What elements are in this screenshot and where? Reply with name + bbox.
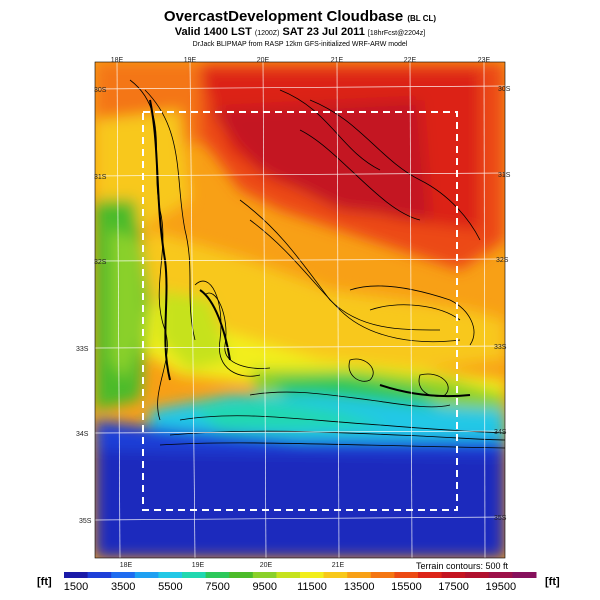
colorbar-swatch bbox=[488, 572, 513, 578]
colorbar-swatch bbox=[418, 572, 443, 578]
lat-label: 31S bbox=[94, 174, 107, 181]
lon-label: 18E bbox=[111, 57, 124, 64]
colorbar-swatch bbox=[229, 572, 254, 578]
lon-label: 21E bbox=[331, 57, 344, 64]
colorbar-swatch bbox=[512, 572, 537, 578]
colorbar-label: 9500 bbox=[253, 581, 277, 593]
lon-labels-bottom: 18E 19E 20E 21E bbox=[120, 562, 345, 569]
lat-label: 32S bbox=[94, 259, 107, 266]
model-credit: DrJack BLIPMAP from RASP 12km GFS-initia… bbox=[192, 41, 408, 48]
colorbar-swatch bbox=[158, 572, 183, 578]
colorbar-label: 11500 bbox=[297, 581, 327, 593]
colorbar-swatch bbox=[111, 572, 136, 578]
lon-label: 19E bbox=[192, 562, 205, 569]
colorbar-swatch bbox=[252, 572, 277, 578]
lat-label: 31S bbox=[498, 172, 511, 179]
colorbar-label: 15500 bbox=[391, 581, 422, 593]
terrain-contours bbox=[129, 79, 505, 449]
colorbar-swatch bbox=[394, 572, 419, 578]
lat-label: 34S bbox=[76, 431, 89, 438]
graticule bbox=[95, 62, 505, 558]
colorbar-label: 1500 bbox=[64, 581, 88, 593]
colorbar-unit-right: [ft] bbox=[545, 576, 560, 588]
lon-label: 22E bbox=[404, 57, 417, 64]
colorbar-swatch bbox=[205, 572, 230, 578]
colorbar-label: 5500 bbox=[158, 581, 182, 593]
lat-label: 30S bbox=[498, 86, 511, 93]
colorbar-label: 17500 bbox=[438, 581, 469, 593]
terrain-note: Terrain contours: 500 ft bbox=[416, 561, 509, 571]
lat-label: 30S bbox=[94, 87, 107, 94]
chart-title: OvercastDevelopment Cloudbase (BL CL) bbox=[0, 8, 600, 25]
lat-label: 32S bbox=[496, 257, 509, 264]
colorbar bbox=[64, 572, 537, 578]
colorbar-swatch bbox=[87, 572, 112, 578]
colorbar-swatch bbox=[64, 572, 89, 578]
lat-labels-left: 30S 31S 32S 33S 34S 35S bbox=[76, 87, 107, 525]
colorbar-swatch bbox=[323, 572, 348, 578]
colorbar-label: 19500 bbox=[486, 581, 517, 593]
valid-time: Valid 1400 LST (1200Z) SAT 23 Jul 2011 [… bbox=[0, 26, 600, 38]
colorbar-swatch bbox=[347, 572, 372, 578]
map-frame bbox=[94, 61, 506, 559]
inner-domain-box bbox=[142, 111, 458, 511]
colorbar-swatch bbox=[134, 572, 159, 578]
valid-date: SAT 23 Jul 2011 bbox=[282, 26, 365, 38]
colorbar-labels: 1500 3500 5500 7500 9500 11500 13500 15500 17500… bbox=[64, 581, 516, 593]
lon-label: 19E bbox=[184, 57, 197, 64]
colorbar-swatch bbox=[465, 572, 490, 578]
colorbar-label: 7500 bbox=[205, 581, 229, 593]
lon-label: 20E bbox=[260, 562, 273, 569]
lon-label: 21E bbox=[332, 562, 345, 569]
title-suffix: (BL CL) bbox=[407, 14, 437, 23]
lat-labels-right: 30S 31S 32S 33S 34S 35S bbox=[494, 86, 511, 522]
colorbar-swatch bbox=[276, 572, 301, 578]
colorbar-unit-left: [ft] bbox=[37, 576, 52, 588]
valid-utc: (1200Z) bbox=[254, 30, 280, 37]
colorbar-swatch bbox=[441, 572, 466, 578]
colorbar-swatch bbox=[182, 572, 207, 578]
cloudbase-field bbox=[95, 62, 505, 558]
colorbar-swatch bbox=[300, 572, 325, 578]
lat-label: 35S bbox=[494, 515, 507, 522]
lon-label: 18E bbox=[120, 562, 133, 569]
colorbar-label: 13500 bbox=[344, 581, 375, 593]
lat-label: 34S bbox=[494, 429, 507, 436]
forecast-info: [18hrFcst@2204z] bbox=[367, 30, 426, 37]
colorbar-label: 3500 bbox=[111, 581, 135, 593]
lon-label: 23E bbox=[478, 57, 491, 64]
lat-label: 35S bbox=[79, 518, 92, 525]
title-main: OvercastDevelopment Cloudbase bbox=[163, 8, 404, 25]
colorbar-swatch bbox=[370, 572, 395, 578]
valid-lst: Valid 1400 LST bbox=[174, 26, 252, 38]
lon-labels-top: 18E 19E 20E 21E 22E 23E bbox=[111, 57, 491, 64]
lon-label: 20E bbox=[257, 57, 270, 64]
lat-label: 33S bbox=[494, 344, 507, 351]
lat-label: 33S bbox=[76, 346, 89, 353]
